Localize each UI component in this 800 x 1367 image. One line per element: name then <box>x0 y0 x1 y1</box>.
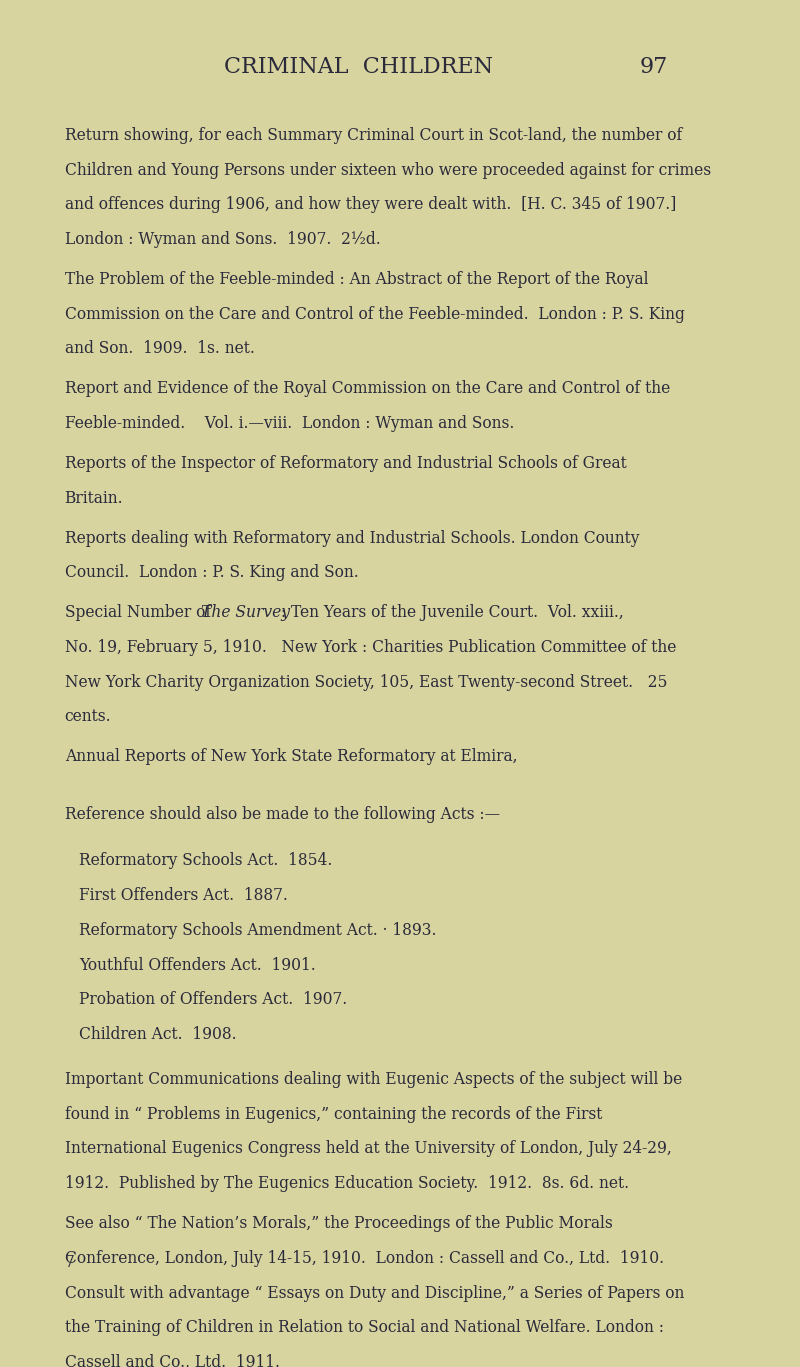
Text: No. 19, February 5, 1910.   New York : Charities Publication Committee of the: No. 19, February 5, 1910. New York : Cha… <box>65 638 676 656</box>
Text: Annual Reports of New York State Reformatory at Elmira,: Annual Reports of New York State Reforma… <box>65 748 517 766</box>
Text: Reformatory Schools Act.  1854.: Reformatory Schools Act. 1854. <box>79 853 332 869</box>
Text: 1912.  Published by The Eugenics Education Society.  1912.  8s. 6d. net.: 1912. Published by The Eugenics Educatio… <box>65 1176 629 1192</box>
Text: New York Charity Organization Society, 105, East Twenty-second Street.   25: New York Charity Organization Society, 1… <box>65 674 667 690</box>
Text: and Son.  1909.  1s. net.: and Son. 1909. 1s. net. <box>65 340 254 357</box>
Text: 97: 97 <box>639 56 668 78</box>
Text: Important Communications dealing with Eugenic Aspects of the subject will be: Important Communications dealing with Eu… <box>65 1072 682 1088</box>
Text: Reports dealing with Reformatory and Industrial Schools. London County: Reports dealing with Reformatory and Ind… <box>65 529 639 547</box>
Text: The Survey: The Survey <box>201 604 290 621</box>
Text: Reports of the Inspector of Reformatory and Industrial Schools of Great: Reports of the Inspector of Reformatory … <box>65 455 626 472</box>
Text: CRIMINAL  CHILDREN: CRIMINAL CHILDREN <box>225 56 494 78</box>
Text: Youthful Offenders Act.  1901.: Youthful Offenders Act. 1901. <box>79 957 316 973</box>
Text: Britain.: Britain. <box>65 489 123 507</box>
Text: Council.  London : P. S. King and Son.: Council. London : P. S. King and Son. <box>65 565 358 581</box>
Text: Report and Evidence of the Royal Commission on the Care and Control of the: Report and Evidence of the Royal Commiss… <box>65 380 670 398</box>
Text: Reference should also be made to the following Acts :—: Reference should also be made to the fol… <box>65 805 500 823</box>
Text: Children and Young Persons under sixteen who were proceeded against for crimes: Children and Young Persons under sixteen… <box>65 161 710 179</box>
Text: Consult with advantage “ Essays on Duty and Discipline,” a Series of Papers on: Consult with advantage “ Essays on Duty … <box>65 1285 684 1301</box>
Text: International Eugenics Congress held at the University of London, July 24-29,: International Eugenics Congress held at … <box>65 1140 671 1158</box>
Text: found in “ Problems in Eugenics,” containing the records of the First: found in “ Problems in Eugenics,” contai… <box>65 1106 602 1122</box>
Text: First Offenders Act.  1887.: First Offenders Act. 1887. <box>79 887 288 904</box>
Text: Feeble-minded.    Vol. i.—viii.  London : Wyman and Sons.: Feeble-minded. Vol. i.—viii. London : Wy… <box>65 416 514 432</box>
Text: Return showing, for each Summary Criminal Court in Scot-land, the number of: Return showing, for each Summary Crimina… <box>65 127 682 144</box>
Text: Special Number of: Special Number of <box>65 604 216 621</box>
Text: the Training of Children in Relation to Social and National Welfare. London :: the Training of Children in Relation to … <box>65 1319 664 1337</box>
Text: London : Wyman and Sons.  1907.  2½d.: London : Wyman and Sons. 1907. 2½d. <box>65 231 380 247</box>
Text: The Problem of the Feeble-minded : An Abstract of the Report of the Royal: The Problem of the Feeble-minded : An Ab… <box>65 271 648 288</box>
Text: Children Act.  1908.: Children Act. 1908. <box>79 1027 237 1043</box>
Text: cents.: cents. <box>65 708 111 726</box>
Text: Commission on the Care and Control of the Feeble-minded.  London : P. S. King: Commission on the Care and Control of th… <box>65 306 685 323</box>
Text: See also “ The Nation’s Morals,” the Proceedings of the Public Morals: See also “ The Nation’s Morals,” the Pro… <box>65 1215 612 1232</box>
Text: Reformatory Schools Amendment Act. · 1893.: Reformatory Schools Amendment Act. · 189… <box>79 921 437 939</box>
Text: Cassell and Co., Ltd.  1911.: Cassell and Co., Ltd. 1911. <box>65 1353 280 1367</box>
Text: and offences during 1906, and how they were dealt with.  [H. C. 345 of 1907.]: and offences during 1906, and how they w… <box>65 197 681 213</box>
Text: Conference, London, July 14-15, 1910.  London : Cassell and Co., Ltd.  1910.: Conference, London, July 14-15, 1910. Lo… <box>65 1249 669 1267</box>
Text: Probation of Offenders Act.  1907.: Probation of Offenders Act. 1907. <box>79 991 347 1009</box>
Text: : Ten Years of the Juvenile Court.  Vol. xxiii.,: : Ten Years of the Juvenile Court. Vol. … <box>276 604 624 621</box>
Text: 7: 7 <box>65 1254 74 1271</box>
